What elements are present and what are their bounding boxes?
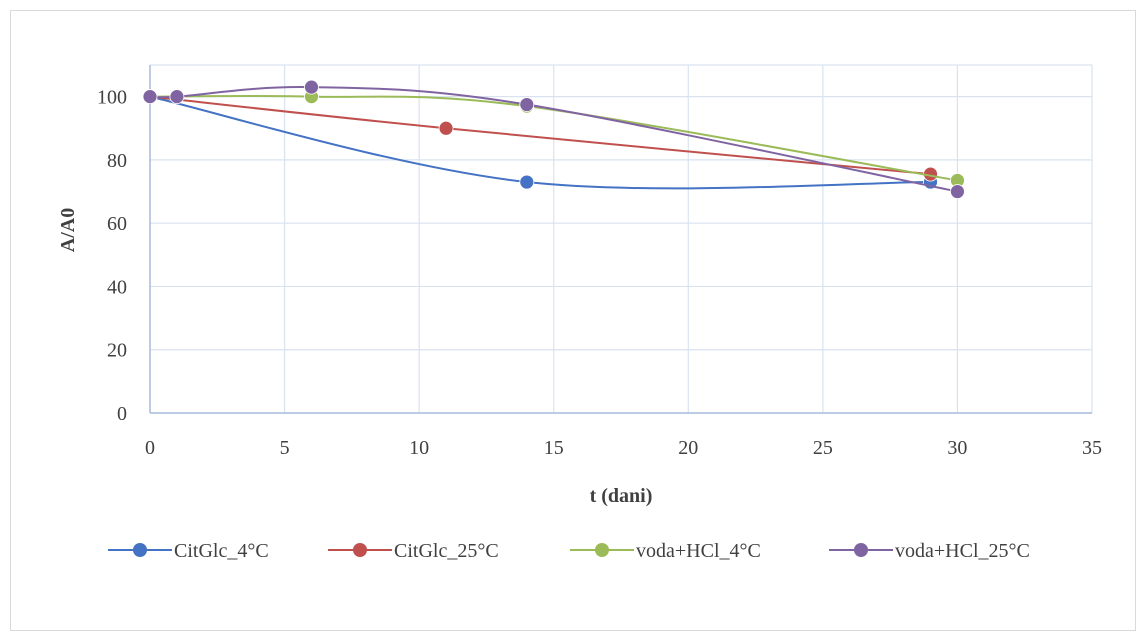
data-point — [169, 89, 185, 105]
data-point — [519, 174, 535, 190]
series-2 — [142, 89, 938, 182]
x-tick-labels: 0 5 10 15 20 25 30 35 — [145, 437, 1102, 459]
x-tick-label: 25 — [813, 437, 833, 459]
axes — [149, 65, 1092, 414]
y-tick-label: 60 — [107, 213, 127, 235]
data-point — [438, 120, 454, 136]
x-tick-label: 20 — [678, 437, 698, 459]
data-point — [950, 184, 965, 199]
data-point — [304, 79, 319, 95]
data-point — [519, 97, 535, 112]
legend-marker — [854, 543, 868, 557]
y-tick-label: 100 — [97, 87, 127, 109]
plot-series — [142, 79, 965, 199]
legend-label: CitGlc_4°C — [174, 540, 269, 562]
legend-marker — [595, 543, 609, 557]
y-tick-label: 20 — [107, 340, 127, 362]
series-4 — [142, 79, 965, 199]
y-tick-label: 80 — [107, 150, 127, 172]
y-tick-label: 40 — [107, 276, 127, 298]
legend-marker — [133, 543, 147, 557]
legend-entry: CitGlc_4°C — [108, 540, 269, 562]
legend-label: voda+HCl_4°C — [636, 540, 761, 562]
series-line — [149, 94, 958, 182]
y-tick-labels: 0 20 40 60 80 100 — [97, 87, 127, 425]
x-axis-title: t (dani) — [590, 485, 653, 507]
x-tick-label: 0 — [145, 437, 155, 459]
legend-label: CitGlc_25°C — [394, 540, 499, 562]
x-tick-label: 10 — [409, 437, 429, 459]
x-tick-label: 35 — [1082, 437, 1102, 459]
series-1 — [142, 89, 938, 190]
x-tick-label: 30 — [947, 437, 967, 459]
legend: CitGlc_4°C CitGlc_25°C voda+HCl_4°C voda+HC… — [108, 540, 1030, 562]
x-tick-label: 5 — [280, 437, 290, 459]
gridlines — [150, 64, 1093, 413]
y-tick-label: 0 — [117, 403, 127, 425]
data-point — [142, 89, 158, 105]
legend-entry: voda+HCl_4°C — [570, 540, 761, 562]
legend-label: voda+HCl_25°C — [895, 540, 1030, 562]
legend-entry: voda+HCl_25°C — [829, 540, 1030, 562]
x-tick-label: 15 — [544, 437, 564, 459]
y-axis-title: A/A0 — [57, 208, 79, 252]
legend-entry: CitGlc_25°C — [328, 540, 499, 562]
legend-marker — [353, 543, 367, 557]
